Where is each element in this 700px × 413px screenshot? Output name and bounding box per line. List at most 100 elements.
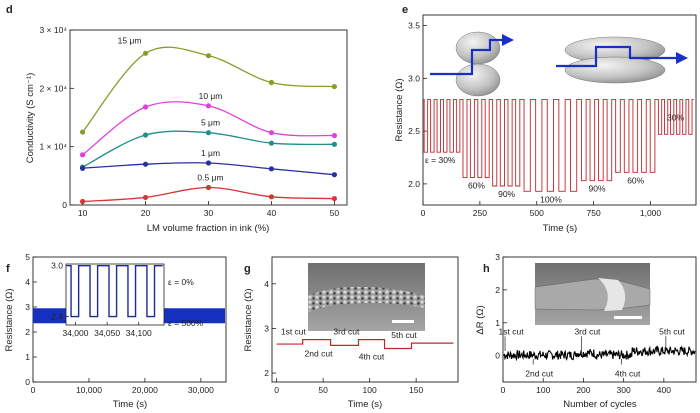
g-cut-label: 5th cut bbox=[391, 330, 417, 340]
unstrained-droplet-bottom bbox=[455, 63, 501, 97]
h-y-tick-label: 0 bbox=[495, 351, 500, 361]
d-axes: 10 20 30 40 50 0 1 × 10⁴ 2 × 10⁴ 3 × 10⁴ bbox=[39, 25, 339, 218]
d-x-tick-label: 30 bbox=[204, 208, 214, 218]
panel-g: g 0 50 100 150 2 3 4 1st cut 2nd cut 3rd cut 4th … bbox=[243, 256, 459, 410]
f-y-tick-label: 3 bbox=[25, 302, 30, 312]
panel-d: d 10 20 30 40 50 0 1 × 10⁴ 2 × 10⁴ 3 × 10⁴ 15 μm… bbox=[6, 4, 348, 234]
d-data-point bbox=[268, 130, 275, 136]
d-data-point bbox=[205, 160, 212, 166]
g-y-tick-label: 3 bbox=[264, 323, 269, 333]
e-resistance-signal bbox=[423, 98, 694, 192]
d-y-tick-label: 3 × 10⁴ bbox=[39, 25, 67, 35]
current-path-unstrained bbox=[430, 38, 502, 76]
h-cut-label: 3rd cut bbox=[574, 326, 601, 336]
f-x-tick-label: 30,000 bbox=[188, 385, 214, 395]
f-inset-x-tick-label: 34,000 bbox=[62, 328, 88, 338]
d-y-tick-label: 2 × 10⁴ bbox=[39, 83, 67, 93]
g-y-tick-label: 4 bbox=[264, 279, 269, 289]
d-data-point bbox=[331, 172, 338, 178]
d-data-point bbox=[142, 161, 149, 167]
d-data-point bbox=[142, 194, 149, 201]
unstrained-droplet-top bbox=[455, 31, 501, 65]
g-resistance-line bbox=[276, 338, 454, 350]
h-cut-label: 2nd cut bbox=[525, 368, 554, 378]
e-strain-label: 100% bbox=[540, 194, 562, 204]
d-data-point bbox=[268, 194, 275, 200]
d-data-point bbox=[268, 166, 275, 172]
e-x-tick-label: 1,000 bbox=[640, 208, 662, 218]
g-y-axis-label: Resistance (Ω) bbox=[243, 288, 254, 351]
d-data-point bbox=[79, 165, 86, 171]
f-x-tick-label: 20,000 bbox=[132, 385, 158, 395]
f-inset-x-tick-label: 34,050 bbox=[94, 328, 120, 338]
f-y-axis-label: Resistance (Ω) bbox=[4, 288, 15, 351]
d-data-point bbox=[205, 184, 212, 191]
f-y-tick-label: 5 bbox=[25, 252, 30, 262]
f-inset-x-tick-label: 34,100 bbox=[126, 328, 152, 338]
f-inset: 34,000 34,050 34,100 2.4 3.0 bbox=[51, 261, 165, 338]
h-cut-annotations: 1st cut 2nd cut 3rd cut 4th cut 5th cut bbox=[499, 326, 686, 378]
d-data-point bbox=[331, 83, 338, 90]
f-y-tick-label: 4 bbox=[25, 277, 30, 287]
d-series-label: 15 μm bbox=[118, 35, 142, 45]
plot-frame-g bbox=[271, 256, 459, 383]
strain-illustration-stretched bbox=[556, 36, 688, 84]
d-x-tick-label: 40 bbox=[267, 208, 277, 218]
d-data-point bbox=[268, 140, 275, 146]
h-y-tick-label: 2 bbox=[495, 285, 500, 295]
f-axes: 0 10,000 20,000 30,000 0 1 2 3 4 5 bbox=[25, 252, 214, 395]
g-cut-label: 1st cut bbox=[281, 327, 307, 337]
d-y-tick-label: 0 bbox=[62, 200, 67, 210]
g-scale-bar bbox=[392, 320, 414, 323]
h-cut-label: 4th cut bbox=[615, 368, 641, 378]
d-data-point bbox=[142, 50, 149, 56]
e-strain-label: 30% bbox=[667, 112, 684, 122]
panel-label-g: g bbox=[244, 263, 251, 275]
e-y-tick-label: 2.0 bbox=[408, 179, 420, 189]
strain-illustration-unstrained bbox=[430, 31, 514, 97]
g-x-tick-label: 150 bbox=[409, 385, 423, 395]
e-y-axis-label: Resistance (Ω) bbox=[394, 78, 405, 141]
e-x-tick-label: 750 bbox=[587, 208, 601, 218]
d-data-point bbox=[205, 53, 212, 59]
f-x-tick-label: 10,000 bbox=[76, 385, 102, 395]
e-x-tick-label: 500 bbox=[530, 208, 544, 218]
e-x-axis-label: Time (s) bbox=[543, 223, 577, 234]
d-data-point bbox=[79, 152, 86, 158]
e-strain-label: ε = 30% bbox=[425, 155, 456, 165]
h-x-tick-label: 0 bbox=[501, 385, 506, 395]
arrow-head-unstrained-icon bbox=[502, 34, 514, 46]
f-y-tick-label: 2 bbox=[25, 327, 30, 337]
plot-frame-e bbox=[422, 14, 697, 206]
h-sem-image bbox=[534, 263, 651, 325]
f-inset-y-tick-label: 3.0 bbox=[51, 261, 63, 271]
d-series-label: 0.5 μm bbox=[197, 173, 223, 183]
e-x-tick-label: 250 bbox=[473, 208, 487, 218]
d-data-point bbox=[79, 198, 86, 205]
plot-frame-h bbox=[502, 256, 697, 383]
h-cut-label: 1st cut bbox=[499, 326, 525, 336]
e-strain-label: 90% bbox=[498, 189, 515, 199]
d-data-point bbox=[142, 104, 149, 110]
f-x-tick-label: 0 bbox=[31, 385, 36, 395]
h-x-tick-label: 300 bbox=[617, 385, 631, 395]
e-y-tick-label: 3.0 bbox=[408, 73, 420, 83]
d-data-point bbox=[331, 195, 338, 202]
g-sem-printed-trace bbox=[308, 286, 425, 312]
g-cut-label: 2nd cut bbox=[305, 348, 334, 358]
h-delta-r-trace bbox=[503, 344, 696, 362]
g-cut-annotations: 1st cut 2nd cut 3rd cut 4th cut 5th cut bbox=[281, 327, 418, 362]
g-cut-label: 4th cut bbox=[359, 352, 385, 362]
g-cut-label: 3rd cut bbox=[333, 327, 360, 337]
f-inset-square-wave bbox=[67, 264, 163, 318]
h-sem-healed-cut bbox=[598, 278, 626, 311]
panel-label-d: d bbox=[6, 4, 13, 16]
h-y-tick-label: 1 bbox=[495, 318, 500, 328]
h-cut-label: 5th cut bbox=[659, 326, 685, 336]
h-x-tick-label: 200 bbox=[576, 385, 590, 395]
e-y-tick-label: 2.5 bbox=[408, 126, 420, 136]
g-x-tick-label: 50 bbox=[318, 385, 328, 395]
d-series-label: 5 μm bbox=[201, 118, 220, 128]
arrow-head-stretched-icon bbox=[676, 52, 688, 64]
